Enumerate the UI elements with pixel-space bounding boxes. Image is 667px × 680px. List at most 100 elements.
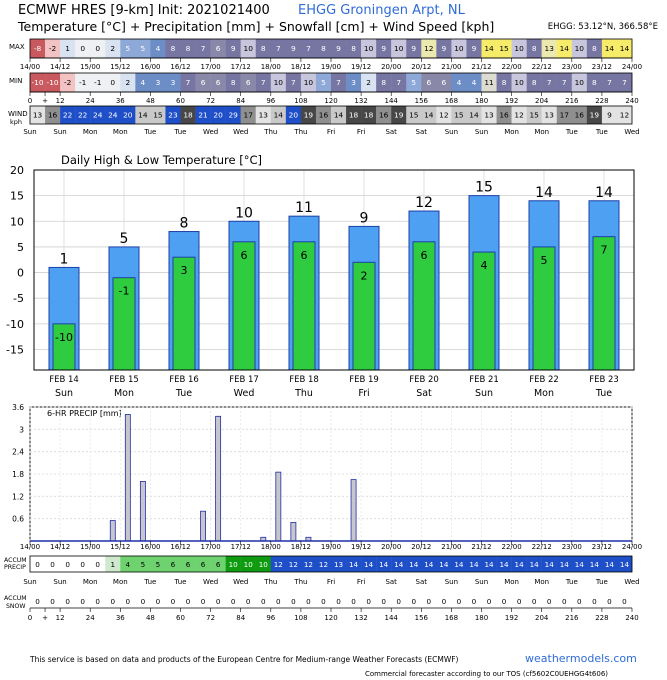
max-cell: [481, 39, 497, 58]
min-cell: [436, 73, 452, 92]
accum-precip-value: 6: [201, 560, 206, 569]
wind-cell: [120, 106, 136, 124]
high-temp-label: 11: [295, 200, 313, 216]
wind-cell: [376, 106, 392, 124]
datetime-tick-label: 14/12: [50, 63, 70, 71]
accum-snow-value: 0: [110, 597, 115, 606]
wind-value: 16: [575, 111, 585, 120]
low-temp-label: 7: [601, 244, 608, 257]
min-cell: [511, 73, 527, 92]
precip-bar: [350, 479, 357, 542]
min-cell: [451, 73, 467, 92]
hour-tick-label: 168: [445, 97, 458, 105]
accum-snow-value: 0: [65, 597, 70, 606]
low-temp-label: 6: [241, 249, 248, 262]
wind-cell: [361, 106, 377, 124]
accum-precip-value: 0: [95, 560, 100, 569]
accum-precip-cell: [255, 556, 271, 572]
accum-day-label: Mon: [534, 578, 549, 586]
datetime-tick-label: 19/12: [351, 63, 371, 71]
accum-snow-value: 0: [411, 597, 416, 606]
min-value: 7: [622, 78, 627, 87]
wind-day-label: Sat: [416, 128, 428, 136]
header-subtitle: Temperature [°C] + Precipitation [mm] + …: [18, 19, 495, 34]
hour-tick-label: 180: [475, 97, 488, 105]
accum-hour-label: 144: [385, 614, 399, 622]
wind-cell: [496, 106, 512, 124]
accum-precip-cell: [346, 556, 362, 572]
wind-cell: [391, 106, 407, 124]
high-temp-label: 12: [415, 195, 433, 211]
min-value: 8: [231, 78, 236, 87]
accum-snow-value: 0: [186, 597, 191, 606]
wind-value: 24: [108, 111, 118, 120]
footer-brand-link[interactable]: weathermodels.com: [525, 652, 637, 665]
max-value: 9: [411, 44, 416, 53]
hour-tick-label: 204: [535, 97, 549, 105]
max-value: -8: [34, 44, 42, 53]
accum-precip-value: 6: [186, 560, 191, 569]
min-cell: [601, 73, 618, 92]
low-temp-label: 6: [301, 249, 308, 262]
accum-precip-cell: [391, 556, 407, 572]
high-temp-label: 1: [60, 251, 69, 267]
wind-day-label: Wed: [233, 128, 248, 136]
accum-snow-label-1: ACCUM: [4, 595, 27, 602]
precip-xtick-label: 17/12: [231, 543, 251, 551]
min-value: 6: [426, 78, 431, 87]
max-value: 14: [484, 44, 494, 53]
accum-precip-cell: [60, 556, 76, 572]
wind-day-label: Wed: [624, 128, 639, 136]
max-cell: [270, 39, 287, 58]
accum-snow-value: 0: [171, 597, 176, 606]
accum-precip-value: 6: [216, 560, 221, 569]
accum-precip-value: 14: [484, 560, 494, 569]
max-value: 8: [261, 44, 266, 53]
footer-tos: Commercial forecaster according to our T…: [365, 670, 609, 678]
wind-cell: [511, 106, 527, 124]
precip-ytick-label: 0.6: [12, 515, 24, 524]
min-value: 11: [484, 78, 494, 87]
max-cell: [586, 39, 603, 58]
min-value: -10: [31, 78, 43, 87]
accum-snow-value: 0: [291, 597, 296, 606]
max-value: 1: [65, 44, 70, 53]
accum-hour-label: 48: [146, 614, 155, 622]
wind-value: 29: [228, 111, 238, 120]
accum-hour-label: 192: [505, 614, 518, 622]
precip-bar: [290, 521, 297, 542]
wind-value: 9: [607, 111, 612, 120]
accum-precip-label-2: PRECIP: [4, 564, 26, 571]
temp-ytick-label: -10: [6, 318, 24, 331]
wind-cell: [210, 106, 226, 124]
high-temp-label: 14: [535, 185, 553, 201]
datetime-tick-label: 18/00: [261, 63, 281, 71]
min-cell: [315, 73, 332, 92]
temp-ytick-label: 15: [10, 190, 24, 203]
accum-precip-cell: [195, 556, 211, 572]
wind-cell: [135, 106, 151, 124]
accum-precip-cell: [120, 556, 136, 572]
wind-value: 12: [620, 111, 629, 120]
accum-precip-cell: [165, 556, 181, 572]
low-temp-label: -10: [55, 331, 73, 344]
min-value: 7: [291, 78, 296, 87]
min-value: 4: [472, 78, 477, 87]
max-value: 0: [80, 44, 85, 53]
temp-date-label: FEB 14: [49, 375, 79, 385]
max-cell: [571, 39, 588, 58]
accum-snow-value: 0: [35, 597, 40, 606]
datetime-tick-label: 19/00: [321, 63, 341, 71]
max-cell: [150, 39, 166, 58]
wind-day-label: Fri: [357, 128, 365, 136]
accum-precip-label-1: ACCUM: [4, 557, 27, 564]
max-cell: [285, 39, 302, 58]
max-cell: [346, 39, 362, 58]
wind-cell: [30, 106, 46, 124]
wind-cell: [255, 106, 271, 124]
precip-bar: [124, 414, 131, 542]
accum-precip-value: 0: [50, 560, 55, 569]
precip-bar: [215, 415, 222, 542]
accum-snow-value: 0: [156, 597, 161, 606]
accum-precip-value: 14: [379, 560, 389, 569]
